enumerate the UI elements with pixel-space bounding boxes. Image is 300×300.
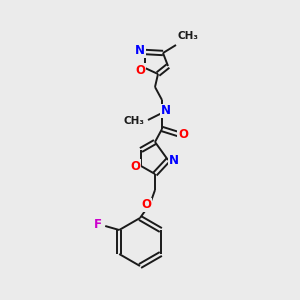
Text: O: O bbox=[130, 160, 140, 172]
Text: O: O bbox=[135, 64, 145, 76]
Text: O: O bbox=[141, 199, 151, 212]
Text: N: N bbox=[161, 104, 171, 118]
Text: O: O bbox=[178, 128, 188, 140]
Text: N: N bbox=[135, 44, 145, 58]
Text: F: F bbox=[94, 218, 102, 230]
Text: CH₃: CH₃ bbox=[124, 116, 145, 126]
Text: CH₃: CH₃ bbox=[178, 31, 199, 41]
Text: N: N bbox=[169, 154, 179, 166]
